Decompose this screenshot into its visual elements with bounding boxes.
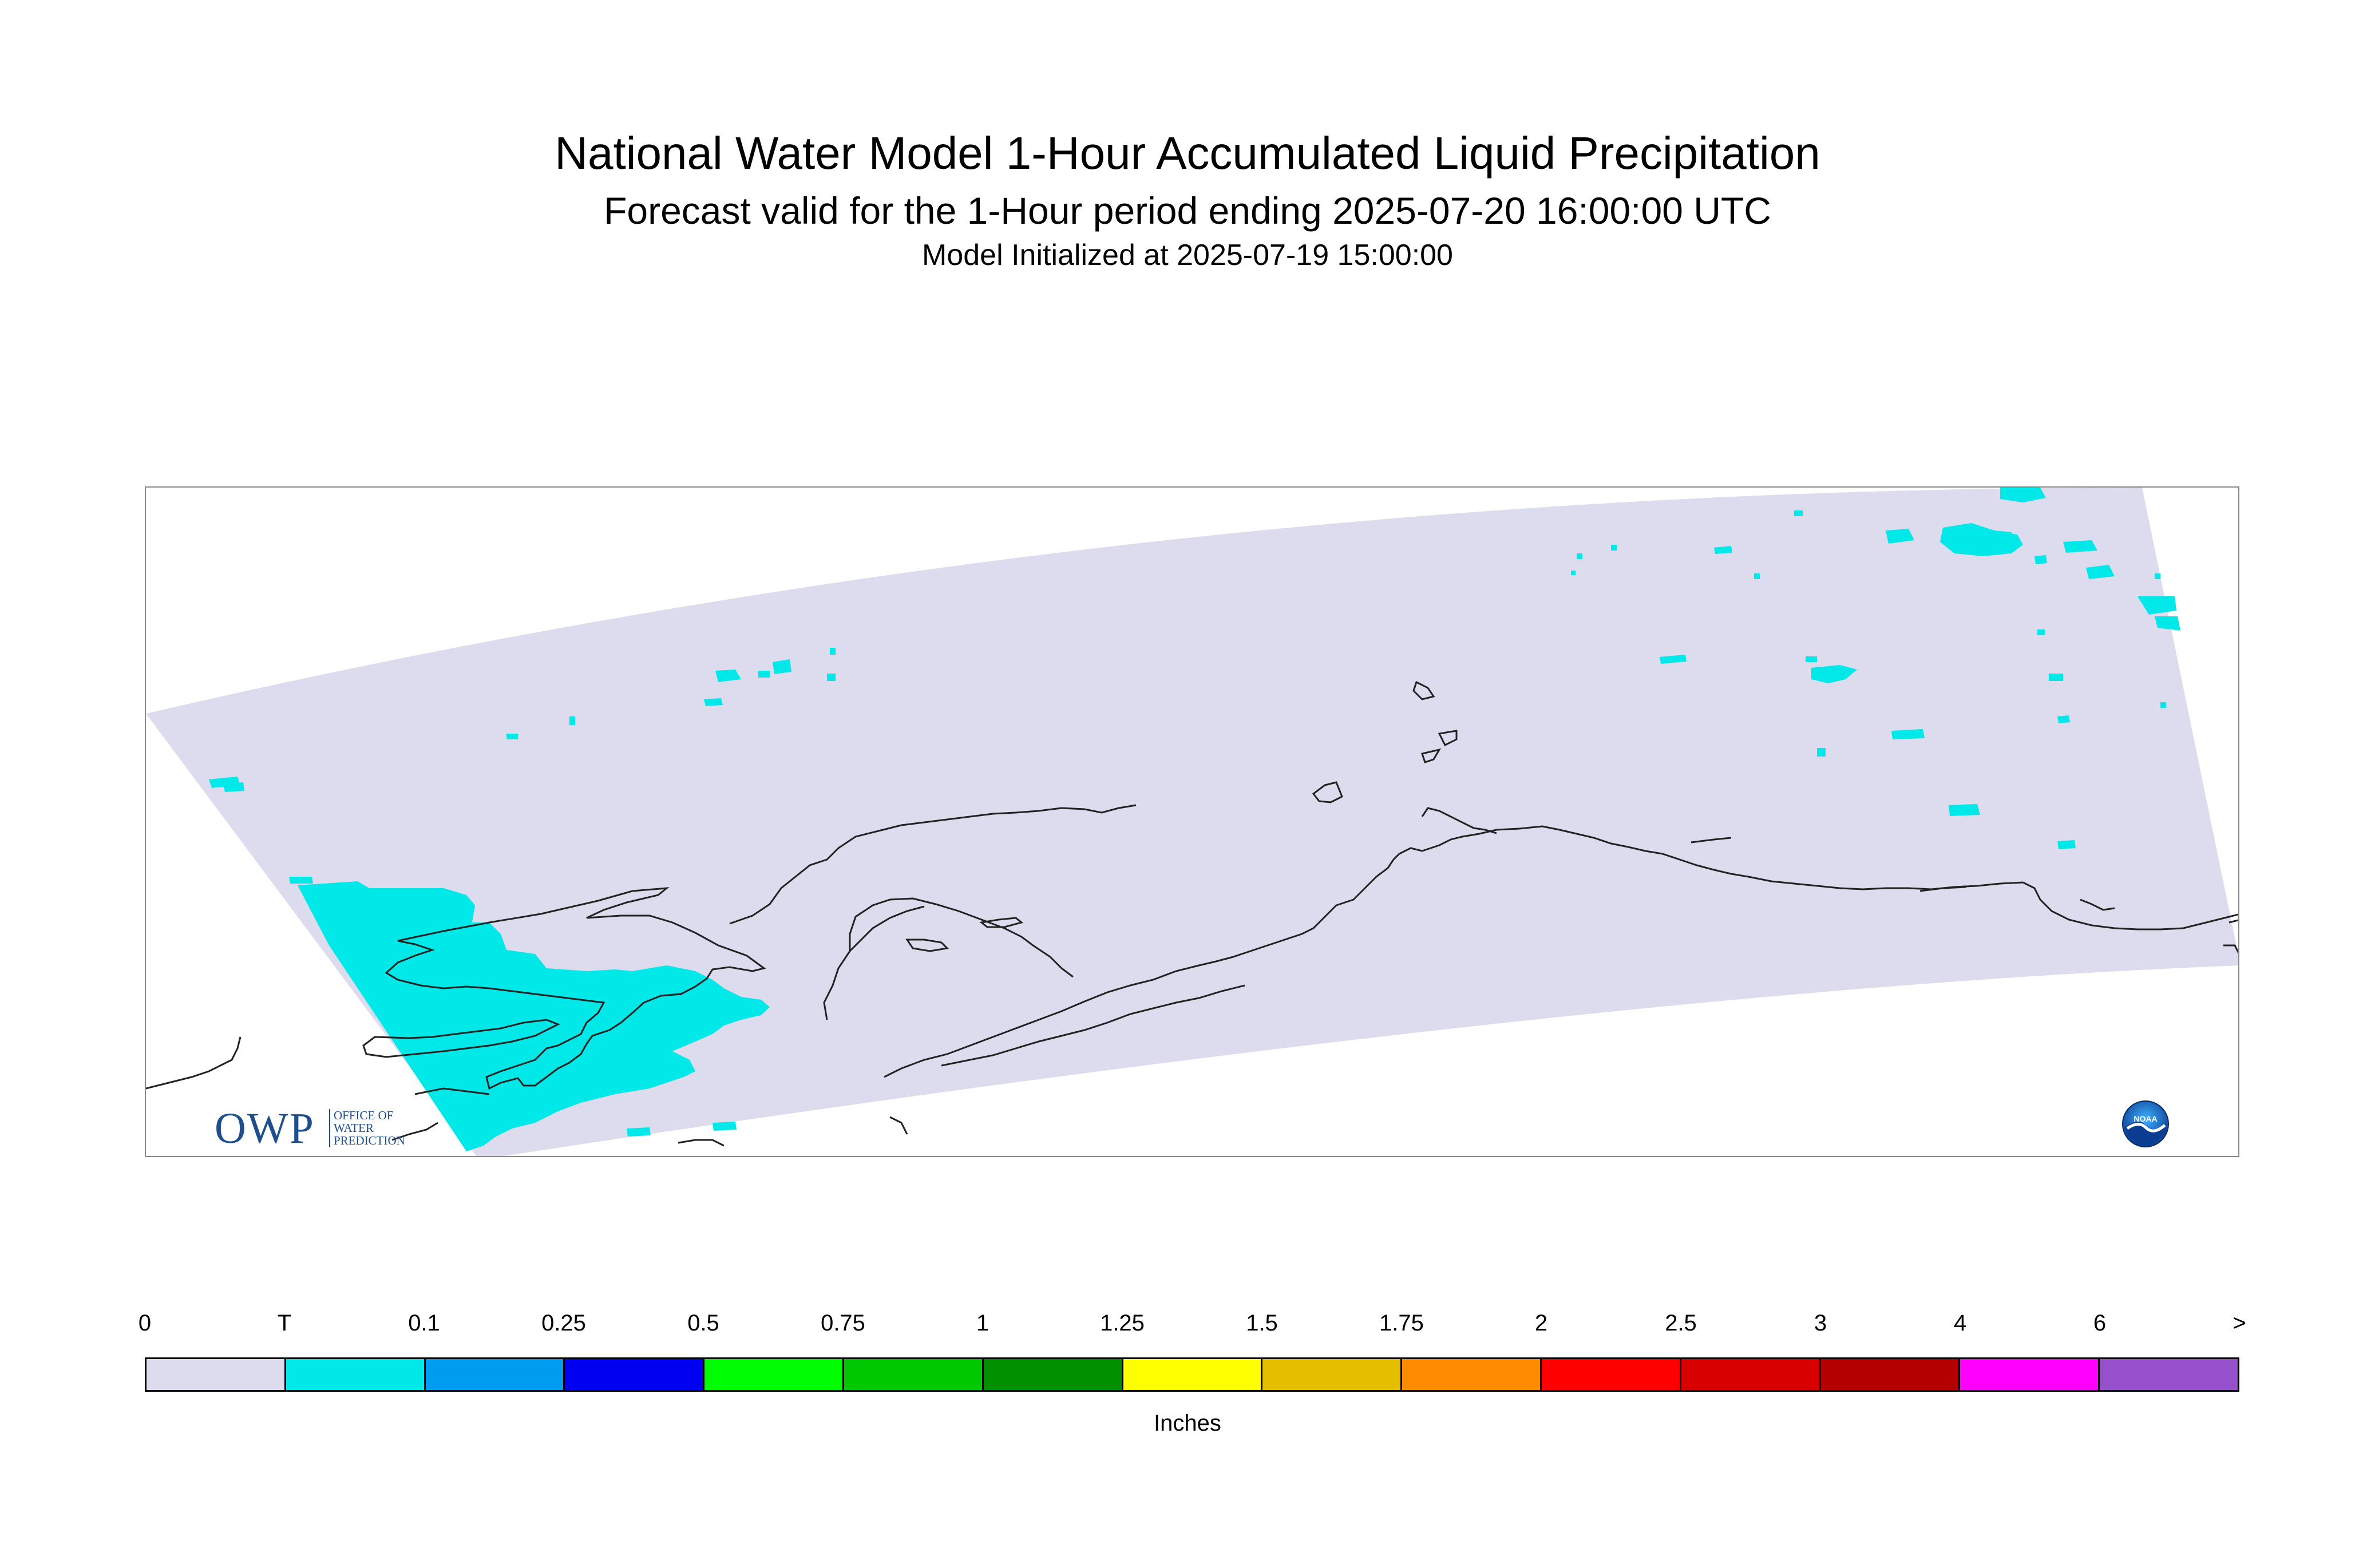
noaa-logo: NOAA	[2122, 1100, 2169, 1147]
legend-swatch-9	[1402, 1359, 1542, 1390]
legend-label-6: 1	[976, 1310, 989, 1336]
alaska-south-coast	[884, 825, 2024, 1078]
legend-label-8: 1.5	[1246, 1310, 1278, 1336]
legend-swatch-1	[286, 1359, 426, 1390]
legend-swatch-10	[1541, 1359, 1681, 1390]
precip-area-southwest	[298, 881, 770, 1151]
legend-swatch-8	[1262, 1359, 1403, 1390]
trace-precip-areas	[209, 488, 2180, 1151]
legend-label-14: 6	[2093, 1310, 2107, 1336]
legend-units: Inches	[1154, 1411, 1221, 1436]
legend-colorbar	[145, 1357, 2239, 1392]
lake-3	[1412, 680, 1435, 700]
forecast-valid-subtitle: Forecast valid for the 1-Hour period end…	[604, 189, 1771, 232]
legend-label-7: 1.25	[1100, 1310, 1145, 1336]
legend-label-10: 2	[1534, 1310, 1548, 1336]
noaa-logo-text: NOAA	[2133, 1114, 2157, 1123]
coastlines	[146, 680, 2238, 1147]
alaska-interior-coast	[823, 897, 1074, 1020]
legend-swatch-11	[1681, 1359, 1821, 1390]
owp-logo-letters: OWP	[215, 1104, 315, 1153]
owp-logo-line-3: PREDICTION	[334, 1134, 405, 1147]
legend-label-5: 0.75	[821, 1310, 865, 1336]
legend-swatch-5	[844, 1359, 984, 1390]
legend-label-3: 0.25	[541, 1310, 586, 1336]
legend-label-4: 0.5	[687, 1310, 719, 1336]
legend-swatch-2	[425, 1359, 565, 1390]
legend-swatch-6	[983, 1359, 1123, 1390]
owp-logo-subtitle: OFFICE OF WATER PREDICTION	[329, 1109, 405, 1147]
lake-1	[979, 917, 1024, 928]
legend-swatch-7	[1123, 1359, 1263, 1390]
legend-swatch-13	[1960, 1359, 2100, 1390]
bering-strait-coast	[1312, 781, 1343, 803]
legend-label-1: T	[277, 1310, 292, 1336]
legend-swatch-14	[2100, 1359, 2238, 1390]
owp-logo-line-1: OFFICE OF	[334, 1108, 394, 1122]
legend-swatch-3	[565, 1359, 705, 1390]
map-title: National Water Model 1-Hour Accumulated …	[555, 128, 1820, 179]
legend-swatch-4	[704, 1359, 844, 1390]
legend-label-13: 4	[1953, 1310, 1967, 1336]
legend-label-0: 0	[138, 1310, 152, 1336]
lake-2	[905, 939, 949, 952]
precip-area-northeast	[1940, 523, 2023, 556]
owp-logo: OWP OFFICE OF WATER PREDICTION	[215, 1106, 432, 1151]
legend-swatch-0	[147, 1359, 286, 1390]
far-east-coast	[2022, 881, 2238, 930]
legend-label-12: 3	[1814, 1310, 1827, 1336]
owp-logo-line-2: WATER	[334, 1121, 374, 1135]
legend-label-9: 1.75	[1379, 1310, 1424, 1336]
model-init-subtitle: Model Initialized at 2025-07-19 15:00:00	[922, 239, 1453, 272]
legend-label-2: 0.1	[408, 1310, 440, 1336]
north-coast	[729, 804, 1137, 925]
legend-label-11: 2.5	[1665, 1310, 1697, 1336]
legend-label-15: >	[2232, 1310, 2246, 1336]
legend-swatch-12	[1820, 1359, 1961, 1390]
precip-map	[146, 488, 2238, 1156]
map-panel: OWP OFFICE OF WATER PREDICTION NOAA	[145, 486, 2239, 1157]
alaska-coastline	[385, 887, 766, 1090]
